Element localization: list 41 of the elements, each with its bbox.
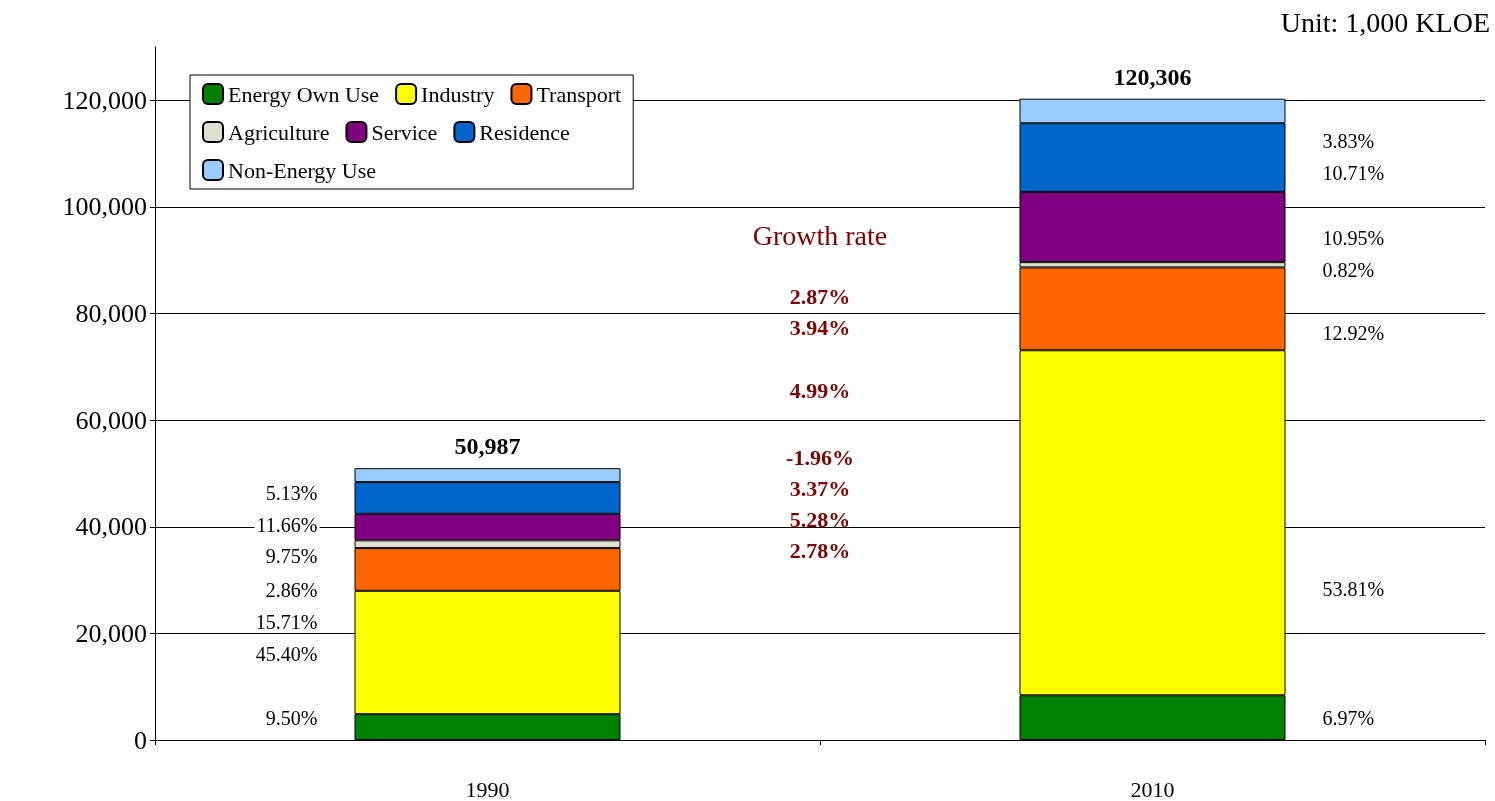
legend-label: Residence — [479, 119, 570, 145]
annotation: 2.86% — [265, 579, 318, 601]
x-tick-label: 2010 — [1130, 776, 1175, 801]
legend-label: Service — [371, 119, 438, 145]
annotation: 2.87% — [789, 283, 851, 309]
annotation: 9.50% — [265, 707, 318, 729]
annotation: Growth rate — [752, 219, 888, 251]
annotation: -1.96% — [786, 444, 854, 470]
annotation: 10.95% — [1322, 227, 1385, 249]
total-label: 120,306 — [1113, 63, 1192, 90]
y-tick-label: 100,000 — [62, 192, 147, 222]
annotation: 3.37% — [789, 475, 851, 501]
y-tick-label: 60,000 — [75, 405, 147, 435]
y-tick-label: 20,000 — [75, 618, 147, 648]
annotation: 53.81% — [1322, 578, 1385, 600]
text: Unit: 1,000 KLOE — [1280, 6, 1491, 38]
legend-label: Energy Own Use — [228, 81, 380, 107]
legend-label: Industry — [421, 81, 495, 107]
x-tick-label: 1990 — [465, 776, 510, 801]
total-label: 50,987 — [454, 433, 521, 460]
annotation: 5.28% — [789, 506, 851, 532]
y-tick-label: 40,000 — [75, 512, 147, 542]
annotation: 45.40% — [255, 643, 318, 665]
legend-label: Non-Energy Use — [228, 157, 377, 183]
annotation: 12.92% — [1322, 322, 1385, 344]
annotation: 6.97% — [1322, 707, 1375, 729]
legend-label: Agriculture — [228, 119, 330, 145]
annotation: 9.75% — [265, 545, 318, 567]
annotation: 3.94% — [789, 314, 851, 340]
y-tick-label: 0 — [134, 725, 147, 755]
annotation: 2.78% — [789, 537, 851, 563]
legend-label: Transport — [536, 81, 622, 107]
annotation: 5.13% — [265, 482, 318, 504]
annotation: 0.82% — [1322, 259, 1375, 281]
annotation: 15.71% — [255, 611, 318, 633]
annotation: 11.66% — [256, 514, 318, 536]
annotation: 10.71% — [1322, 162, 1385, 184]
annotation: 4.99% — [789, 377, 851, 403]
annotation: 3.83% — [1322, 130, 1375, 152]
y-tick-label: 80,000 — [75, 299, 147, 329]
y-tick-label: 120,000 — [62, 85, 147, 115]
